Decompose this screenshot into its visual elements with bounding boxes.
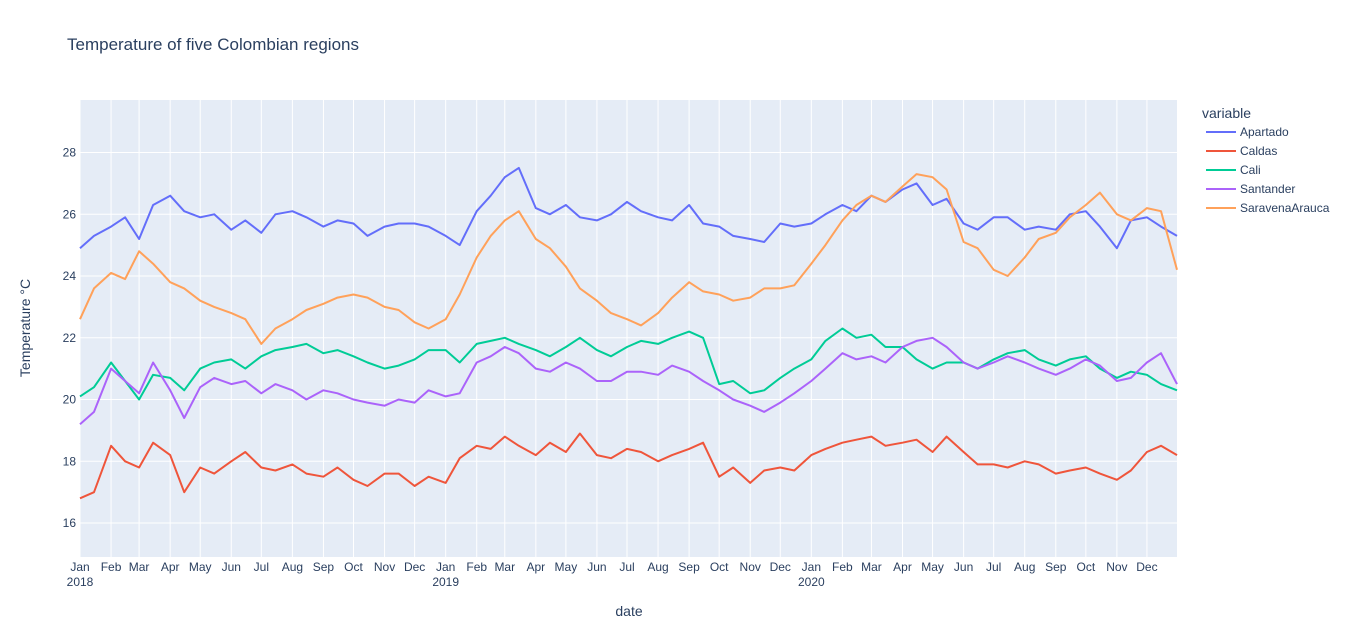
x-tick-label: Jun	[222, 560, 241, 574]
x-tick-label: Dec	[404, 560, 425, 574]
x-tick-label: Nov	[374, 560, 395, 574]
x-tick-label: Jan	[436, 560, 455, 574]
x-tick-label: Nov	[1106, 560, 1127, 574]
x-tick-label: Apr	[526, 560, 545, 574]
x-tick-label: May	[189, 560, 212, 574]
series-line-apartado	[79, 166, 1178, 250]
x-tick-year-label: 2018	[67, 575, 94, 589]
x-tick-label: Jan	[802, 560, 821, 574]
y-tick-label: 28	[63, 145, 77, 159]
y-tick-labels: 16 18 20 22 24 26 28	[63, 145, 77, 530]
x-tick-label: Feb	[832, 560, 853, 574]
y-tick-label: 22	[63, 331, 77, 345]
legend-item-saravenaarauca[interactable]: SaravenaArauca	[1206, 201, 1330, 215]
x-tick-label: Apr	[893, 560, 912, 574]
x-tick-year-label: 2019	[432, 575, 459, 589]
legend-label: Apartado	[1240, 125, 1289, 139]
x-tick-label: Feb	[101, 560, 122, 574]
series-line-santander	[79, 336, 1178, 425]
series-line-cali	[79, 327, 1178, 401]
legend-item-apartado[interactable]: Apartado	[1206, 125, 1289, 139]
x-tick-label: Sep	[678, 560, 700, 574]
x-tick-label: Feb	[466, 560, 487, 574]
x-tick-label: Oct	[710, 560, 729, 574]
legend-label: Santander	[1240, 182, 1295, 196]
x-tick-label: Nov	[740, 560, 761, 574]
y-tick-label: 20	[63, 393, 77, 407]
x-tick-label: Oct	[344, 560, 363, 574]
x-tick-label: Jun	[954, 560, 973, 574]
legend: variable Apartado Caldas Cali Santander Sara…	[1202, 105, 1330, 215]
x-tick-label: Aug	[647, 560, 668, 574]
plot-area	[80, 100, 1177, 557]
x-tick-label: Dec	[1136, 560, 1157, 574]
y-tick-label: 18	[63, 454, 77, 468]
y-tick-label: 26	[63, 207, 77, 221]
x-tick-label: Mar	[129, 560, 150, 574]
x-tick-label: Mar	[494, 560, 515, 574]
x-tick-label: Jul	[619, 560, 634, 574]
x-tick-label: Apr	[161, 560, 180, 574]
x-tick-label: May	[555, 560, 578, 574]
legend-item-cali[interactable]: Cali	[1206, 163, 1261, 177]
x-tick-label: May	[921, 560, 944, 574]
x-tick-label: Aug	[1014, 560, 1035, 574]
x-tick-label: Jul	[986, 560, 1001, 574]
series-line-caldas	[79, 432, 1178, 500]
chart-title: Temperature of five Colombian regions	[67, 35, 359, 54]
x-tick-label: Sep	[1045, 560, 1067, 574]
series-line-saravenaarauca	[79, 173, 1178, 345]
x-tick-label: Jan	[70, 560, 89, 574]
legend-label: SaravenaArauca	[1240, 201, 1330, 215]
legend-label: Caldas	[1240, 144, 1277, 158]
y-axis-title: Temperature °C	[17, 279, 33, 377]
series-layer	[79, 166, 1178, 500]
x-tick-label: Oct	[1076, 560, 1095, 574]
y-tick-label: 24	[63, 269, 77, 283]
x-tick-label: Jul	[254, 560, 269, 574]
legend-title: variable	[1202, 105, 1251, 121]
x-tick-year-label: 2020	[798, 575, 825, 589]
x-tick-label: Jun	[587, 560, 606, 574]
x-tick-label: Mar	[861, 560, 882, 574]
x-axis-title: date	[615, 603, 642, 619]
x-tick-label: Dec	[770, 560, 791, 574]
x-tick-label: Aug	[282, 560, 303, 574]
legend-item-santander[interactable]: Santander	[1206, 182, 1295, 196]
x-tick-label: Sep	[313, 560, 335, 574]
legend-item-caldas[interactable]: Caldas	[1206, 144, 1277, 158]
y-tick-label: 16	[63, 516, 77, 530]
gridlines	[79, 100, 1177, 557]
legend-label: Cali	[1240, 163, 1261, 177]
